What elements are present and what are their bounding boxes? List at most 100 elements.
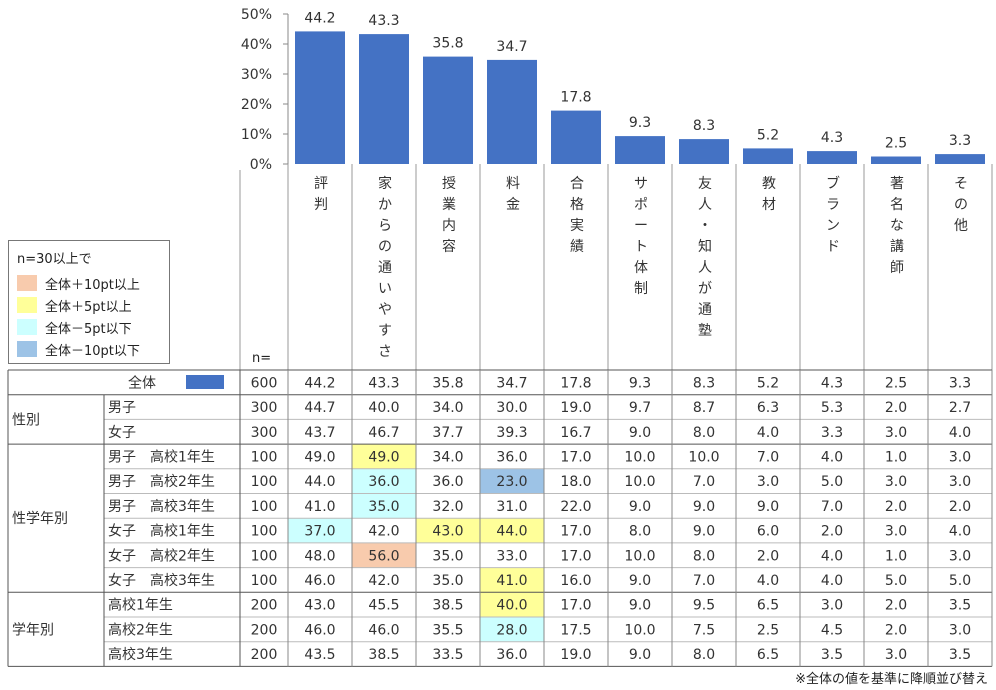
category-label-char: ・ bbox=[698, 218, 712, 234]
legend-item-minus5: 全体－5pt以下 bbox=[17, 317, 132, 337]
row-label: 高校1年生 bbox=[108, 597, 173, 614]
y-tick-label: 50% bbox=[241, 7, 272, 23]
row-label: 女子 高校1年生 bbox=[108, 523, 215, 540]
value-cell: 2.5 bbox=[885, 375, 907, 391]
value-cell: 3.3 bbox=[821, 425, 843, 441]
category-label-char: 著 bbox=[890, 176, 904, 192]
value-cell: 30.0 bbox=[496, 400, 527, 416]
value-cell: 46.7 bbox=[368, 425, 399, 441]
value-cell: 5.0 bbox=[821, 474, 843, 490]
value-cell: 6.0 bbox=[757, 524, 779, 540]
value-cell: 17.0 bbox=[560, 598, 591, 614]
value-cell: 7.0 bbox=[757, 449, 779, 465]
value-cell: 35.0 bbox=[432, 548, 463, 564]
row-label: 高校2年生 bbox=[108, 621, 173, 638]
row-label: 男子 bbox=[108, 400, 136, 416]
value-cell: 44.0 bbox=[496, 524, 527, 540]
value-cell: 10.0 bbox=[624, 474, 655, 490]
value-cell: 33.0 bbox=[496, 548, 527, 564]
category-label-char: 友 bbox=[698, 176, 712, 192]
value-cell: 42.0 bbox=[368, 573, 399, 589]
value-cell: 3.3 bbox=[949, 375, 971, 391]
bar-value-label: 17.8 bbox=[560, 90, 591, 106]
highlight-cell bbox=[480, 592, 544, 617]
value-cell: 46.0 bbox=[304, 622, 335, 638]
value-cell: 44.0 bbox=[304, 474, 335, 490]
legend-swatch-minus10 bbox=[17, 341, 37, 357]
value-cell: 41.0 bbox=[496, 573, 527, 589]
value-cell: 28.0 bbox=[496, 622, 527, 638]
value-cell: 2.0 bbox=[821, 524, 843, 540]
value-cell: 31.0 bbox=[496, 499, 527, 515]
category-label-char: や bbox=[378, 302, 392, 318]
value-cell: 16.0 bbox=[560, 573, 591, 589]
value-cell: 4.0 bbox=[949, 524, 971, 540]
bar-value-label: 34.7 bbox=[496, 39, 527, 55]
value-cell: 35.0 bbox=[432, 573, 463, 589]
value-cell: 37.0 bbox=[304, 524, 335, 540]
value-cell: 9.0 bbox=[629, 499, 651, 515]
value-cell: 38.5 bbox=[368, 647, 399, 663]
value-cell: 9.7 bbox=[629, 400, 651, 416]
value-cell: 4.0 bbox=[757, 573, 779, 589]
value-cell: 3.0 bbox=[757, 474, 779, 490]
value-cell: 5.3 bbox=[821, 400, 843, 416]
value-cell: 4.5 bbox=[821, 622, 843, 638]
value-cell: 8.7 bbox=[693, 400, 715, 416]
category-label-char: 格 bbox=[570, 197, 584, 213]
category-label-char: 人 bbox=[698, 260, 712, 276]
value-cell: 5.2 bbox=[757, 375, 779, 391]
bar bbox=[871, 156, 921, 164]
legend-item-plus5: 全体＋5pt以上 bbox=[17, 295, 132, 315]
value-cell: 34.0 bbox=[432, 449, 463, 465]
n-cell: 100 bbox=[251, 524, 278, 540]
value-cell: 22.0 bbox=[560, 499, 591, 515]
bar bbox=[615, 136, 665, 164]
category-label-char: サ bbox=[634, 176, 648, 192]
category-label-char: 家 bbox=[378, 175, 392, 192]
value-cell: 9.3 bbox=[629, 375, 651, 391]
value-cell: 6.3 bbox=[757, 400, 779, 416]
category-label-char: 塾 bbox=[698, 323, 712, 339]
value-cell: 3.0 bbox=[949, 474, 971, 490]
value-cell: 49.0 bbox=[304, 449, 335, 465]
value-cell: 9.0 bbox=[757, 499, 779, 515]
value-cell: 4.0 bbox=[821, 573, 843, 589]
category-label-char: の bbox=[378, 239, 392, 255]
category-label-char: ー bbox=[634, 218, 648, 234]
value-cell: 6.5 bbox=[757, 647, 779, 663]
bar-value-label: 9.3 bbox=[629, 115, 651, 131]
value-cell: 46.0 bbox=[368, 622, 399, 638]
value-cell: 34.7 bbox=[496, 375, 527, 391]
category-label-char: 業 bbox=[442, 197, 456, 213]
category-label-char: 合 bbox=[570, 176, 584, 192]
value-cell: 4.0 bbox=[757, 425, 779, 441]
category-label-char: の bbox=[954, 197, 968, 213]
category-label-char: ン bbox=[826, 218, 840, 234]
bar-value-label: 35.8 bbox=[432, 36, 463, 52]
value-cell: 16.7 bbox=[560, 425, 591, 441]
value-cell: 41.0 bbox=[304, 499, 335, 515]
value-cell: 8.0 bbox=[693, 647, 715, 663]
category-label-char: 教 bbox=[762, 176, 776, 192]
highlight-cell bbox=[480, 567, 544, 593]
value-cell: 4.0 bbox=[821, 548, 843, 564]
value-cell: 9.0 bbox=[629, 598, 651, 614]
row-label: 女子 bbox=[108, 424, 136, 441]
y-tick-label: 20% bbox=[241, 97, 272, 113]
value-cell: 17.8 bbox=[560, 375, 591, 391]
highlight-cell bbox=[352, 542, 416, 568]
value-cell: 19.0 bbox=[560, 647, 591, 663]
legend-swatch-plus5 bbox=[17, 297, 37, 313]
value-cell: 49.0 bbox=[368, 449, 399, 465]
value-cell: 39.3 bbox=[496, 425, 527, 441]
row-label: 男子 高校1年生 bbox=[108, 448, 215, 465]
category-label-char: 他 bbox=[954, 218, 968, 234]
value-cell: 4.3 bbox=[821, 375, 843, 391]
bar-value-label: 3.3 bbox=[949, 133, 971, 149]
category-label-char: さ bbox=[378, 344, 392, 360]
category-label-char: な bbox=[890, 218, 904, 234]
value-cell: 10.0 bbox=[688, 449, 719, 465]
value-cell: 9.0 bbox=[629, 647, 651, 663]
bar-value-label: 4.3 bbox=[821, 130, 843, 146]
